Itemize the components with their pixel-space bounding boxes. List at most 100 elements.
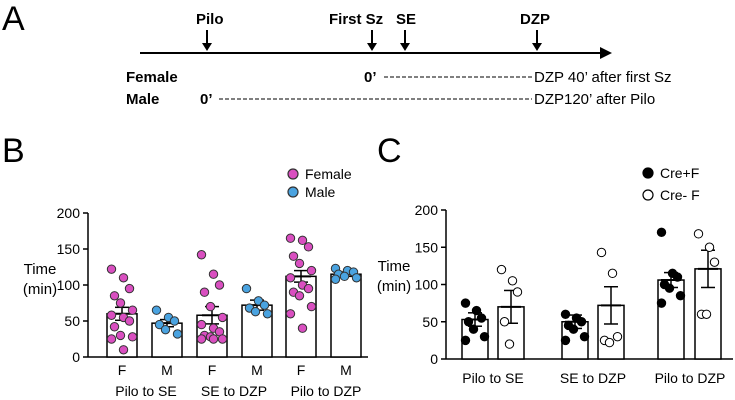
data-point xyxy=(208,269,219,279)
data-point xyxy=(124,316,135,326)
y-tick-label: 50 xyxy=(64,313,80,329)
panel-label-a: A xyxy=(2,0,25,38)
data-point xyxy=(154,319,165,330)
data-point xyxy=(664,283,675,293)
data-point xyxy=(205,301,216,312)
data-point xyxy=(560,309,571,319)
data-point xyxy=(196,334,207,344)
male-zero-label: 0’ xyxy=(200,91,213,108)
y-tick-label: 0 xyxy=(430,351,438,367)
data-point xyxy=(704,242,715,252)
data-point xyxy=(160,324,171,335)
data-point xyxy=(285,233,296,243)
data-point xyxy=(306,301,317,312)
data-point xyxy=(208,334,219,344)
bar xyxy=(597,304,625,360)
x-bar-label: M xyxy=(251,362,263,378)
data-point xyxy=(127,332,138,342)
data-point xyxy=(306,265,317,276)
x-group-label: Pilo to SE xyxy=(462,370,523,386)
data-point xyxy=(109,322,120,332)
x-bar-label: F xyxy=(208,362,217,378)
x-bar-label: M xyxy=(340,362,352,378)
y-axis-label-line2: (min) xyxy=(23,281,57,298)
data-point xyxy=(576,317,587,327)
data-point xyxy=(675,290,686,301)
data-point xyxy=(285,309,296,319)
male-row-label: Male xyxy=(126,91,159,108)
data-point xyxy=(106,264,117,274)
chart-b: 0 50 100 150 200 Time (min) F M F M F M Pilo to SE SE … xyxy=(23,166,368,399)
data-point xyxy=(285,273,296,283)
x-group-label: SE to DZP xyxy=(201,383,267,399)
y-tick-label: 100 xyxy=(415,277,439,293)
y-tick-label: 150 xyxy=(415,239,439,255)
female-zero-label: 0’ xyxy=(364,69,377,86)
female-dzp-text: DZP 40’ after first Sz xyxy=(534,69,672,86)
panel-label-c: C xyxy=(377,132,402,170)
data-point xyxy=(115,298,126,308)
x-bar-label: M xyxy=(161,362,173,378)
data-point xyxy=(468,324,479,334)
y-tick-label: 200 xyxy=(57,205,81,221)
data-point xyxy=(297,323,308,333)
legend-label: Female xyxy=(305,166,352,182)
data-point xyxy=(118,345,129,355)
data-point xyxy=(172,329,183,339)
data-point xyxy=(330,274,341,284)
data-point xyxy=(262,309,273,319)
data-point xyxy=(560,335,571,346)
data-point xyxy=(339,271,350,282)
x-bar-label: F xyxy=(297,362,306,378)
data-point xyxy=(579,331,590,342)
data-point xyxy=(476,313,487,323)
chart-c: 0 50 100 150 200 Time (min) Pilo to SE SE to DZP… xyxy=(377,165,733,386)
data-point xyxy=(199,287,210,297)
data-point xyxy=(115,330,126,341)
y-axis-label-line2: (min) xyxy=(377,278,411,295)
legend-label: Cre- F xyxy=(660,187,700,203)
event-pilo-label: Pilo xyxy=(196,11,224,28)
data-point xyxy=(612,331,623,342)
x-group-label: SE to DZP xyxy=(560,370,626,386)
data-point xyxy=(196,250,207,260)
data-point xyxy=(294,291,305,301)
data-point xyxy=(460,335,471,346)
event-se-label: SE xyxy=(396,11,416,28)
data-point xyxy=(169,316,180,326)
data-point xyxy=(118,273,129,283)
data-point xyxy=(151,305,162,315)
data-point xyxy=(217,312,228,323)
y-axis-label-line1: Time xyxy=(378,258,411,275)
legend-marker xyxy=(287,186,299,198)
event-first-sz-label: First Sz xyxy=(329,11,383,28)
data-point xyxy=(294,258,305,269)
data-point xyxy=(106,334,117,344)
panel-label-b: B xyxy=(2,132,25,170)
legend-marker xyxy=(642,167,654,179)
bar xyxy=(330,273,362,358)
x-group-label: Pilo to DZP xyxy=(655,370,726,386)
data-point xyxy=(471,305,482,316)
event-first-sz-arrowhead xyxy=(367,43,377,51)
event-se-arrowhead xyxy=(400,43,410,51)
data-point xyxy=(196,319,207,330)
data-point xyxy=(479,331,490,342)
data-point xyxy=(656,227,667,238)
data-point xyxy=(507,276,518,286)
data-point xyxy=(709,257,720,267)
data-point xyxy=(463,317,474,327)
event-pilo-arrowhead xyxy=(202,43,212,51)
data-point xyxy=(109,291,120,301)
data-point xyxy=(512,287,523,297)
data-point xyxy=(496,264,507,275)
data-point xyxy=(297,235,308,246)
x-group-label: Pilo to SE xyxy=(115,383,176,399)
data-point xyxy=(127,305,138,315)
data-point xyxy=(693,229,704,239)
data-point xyxy=(241,283,252,294)
legend-marker xyxy=(287,168,299,180)
data-point xyxy=(499,317,510,327)
legend-label: Cre+F xyxy=(660,165,699,181)
